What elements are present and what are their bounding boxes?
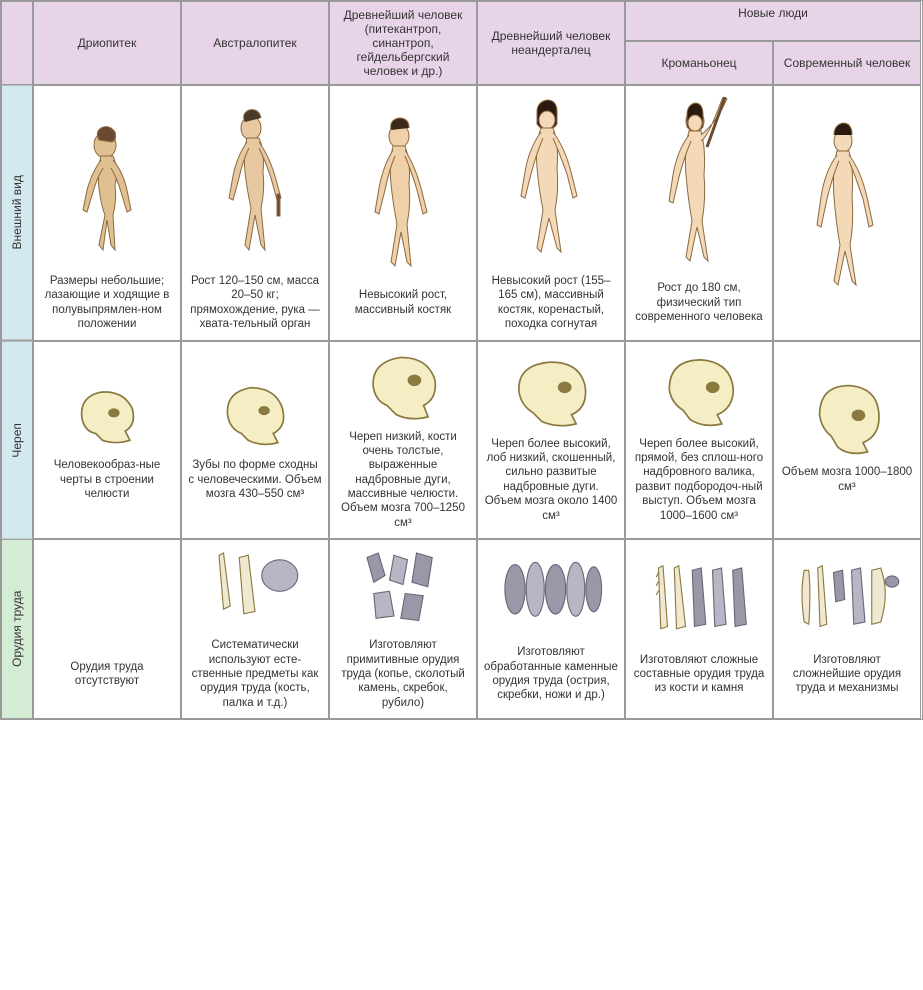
- col-header-cromagnon: Кроманьонец: [625, 41, 773, 85]
- skull-icon: [482, 353, 620, 433]
- skull-archanthropus: Череп низкий, кости очень толстые, выраж…: [329, 341, 477, 540]
- skull-desc: Череп более высокий, лоб низкий, скошенн…: [482, 433, 620, 527]
- row-label-appearance: Внешний вид: [1, 85, 33, 341]
- appearance-archanthropus: Невысокий рост, массивный костяк: [329, 85, 477, 341]
- dryopithecus-figure-icon: [38, 90, 176, 270]
- appearance-desc: Невысокий рост (155–165 см), массивный к…: [482, 270, 620, 336]
- col-header-modern: Современный человек: [773, 41, 921, 85]
- skull-desc: Зубы по форме сходны с человеческими. Об…: [186, 454, 324, 505]
- col-header-group-new-people: Новые люди: [625, 1, 921, 41]
- tools-icon: [630, 559, 768, 649]
- skull-desc: Человекообраз-ные черты в строении челюс…: [38, 454, 176, 505]
- skull-icon: [778, 381, 916, 461]
- appearance-australopithecus: Рост 120–150 см, масса 20–50 кг; прямохо…: [181, 85, 329, 341]
- skull-modern: Объем мозга 1000–1800 см³: [773, 341, 921, 540]
- appearance-desc: [845, 299, 849, 307]
- skull-icon: [186, 374, 324, 454]
- tools-desc: Изготовляют сложнейшие орудия труда и ме…: [778, 649, 916, 700]
- skull-neanderthal: Череп более высокий, лоб низкий, скошенн…: [477, 341, 625, 540]
- tools-dryopithecus: Орудия труда отсутствуют: [33, 539, 181, 719]
- cromagnon-figure-icon: [630, 97, 768, 277]
- appearance-cromagnon: Рост до 180 см, физический тип современн…: [625, 85, 773, 341]
- tools-icon: [482, 551, 620, 641]
- appearance-desc: Размеры небольшие; лазающие и ходящие в …: [38, 270, 176, 336]
- col-label: Австралопитек: [213, 36, 296, 50]
- row-label-text: Внешний вид: [10, 176, 24, 250]
- skull-dryopithecus: Человекообраз-ные черты в строении челюс…: [33, 341, 181, 540]
- tools-icon: [38, 566, 176, 656]
- skull-australopithecus: Зубы по форме сходны с человеческими. Об…: [181, 341, 329, 540]
- appearance-dryopithecus: Размеры небольшие; лазающие и ходящие в …: [33, 85, 181, 341]
- col-label: Кроманьонец: [662, 56, 737, 70]
- tools-icon: [778, 559, 916, 649]
- col-header-neanderthal: Древнейший человек неандерталец: [477, 1, 625, 85]
- modern-figure-icon: [778, 119, 916, 299]
- tools-cromagnon: Изготовляют сложные составные орудия тру…: [625, 539, 773, 719]
- tools-modern: Изготовляют сложнейшие орудия труда и ме…: [773, 539, 921, 719]
- col-header-dryopithecus: Дриопитек: [33, 1, 181, 85]
- tools-icon: [334, 544, 472, 634]
- tools-desc: Изготовляют обработанные каменные орудия…: [482, 641, 620, 707]
- row-label-tools: Орудия труда: [1, 539, 33, 719]
- skull-desc: Объем мозга 1000–1800 см³: [778, 461, 916, 498]
- skull-icon: [38, 374, 176, 454]
- corner-cell: [1, 1, 33, 85]
- col-header-archanthropus: Древнейший человек (питекантроп, синантр…: [329, 1, 477, 85]
- col-label: Древнейший человек неандерталец: [482, 29, 620, 57]
- neanderthal-figure-icon: [482, 90, 620, 270]
- tools-desc: Систематически используют есте-ственные …: [186, 634, 324, 714]
- appearance-desc: Рост до 180 см, физический тип современн…: [630, 277, 768, 328]
- archanthropus-figure-icon: [334, 104, 472, 284]
- tools-desc: Изготовляют примитивные орудия труда (ко…: [334, 634, 472, 714]
- tools-neanderthal: Изготовляют обработанные каменные орудия…: [477, 539, 625, 719]
- appearance-neanderthal: Невысокий рост (155–165 см), массивный к…: [477, 85, 625, 341]
- tools-archanthropus: Изготовляют примитивные орудия труда (ко…: [329, 539, 477, 719]
- row-label-skull: Череп: [1, 341, 33, 540]
- skull-desc: Череп более высокий, прямой, без сплош-н…: [630, 433, 768, 527]
- col-header-australopithecus: Австралопитек: [181, 1, 329, 85]
- skull-cromagnon: Череп более высокий, прямой, без сплош-н…: [625, 341, 773, 540]
- col-label: Современный человек: [784, 56, 910, 70]
- col-label: Древнейший человек (питекантроп, синантр…: [334, 8, 472, 78]
- tools-icon: [186, 544, 324, 634]
- skull-icon: [334, 346, 472, 426]
- evolution-table: Дриопитек Австралопитек Древнейший челов…: [0, 0, 923, 720]
- appearance-modern: [773, 85, 921, 341]
- skull-desc: Череп низкий, кости очень толстые, выраж…: [334, 426, 472, 535]
- col-label: Дриопитек: [78, 36, 137, 50]
- tools-australopithecus: Систематически используют есте-ственные …: [181, 539, 329, 719]
- row-label-text: Череп: [10, 423, 24, 458]
- tools-desc: Орудия труда отсутствуют: [38, 656, 176, 693]
- appearance-desc: Рост 120–150 см, масса 20–50 кг; прямохо…: [186, 270, 324, 336]
- appearance-desc: Невысокий рост, массивный костяк: [334, 284, 472, 321]
- row-label-text: Орудия труда: [10, 591, 24, 667]
- australopithecus-figure-icon: [186, 90, 324, 270]
- skull-icon: [630, 353, 768, 433]
- tools-desc: Изготовляют сложные составные орудия тру…: [630, 649, 768, 700]
- group-label: Новые люди: [738, 6, 808, 20]
